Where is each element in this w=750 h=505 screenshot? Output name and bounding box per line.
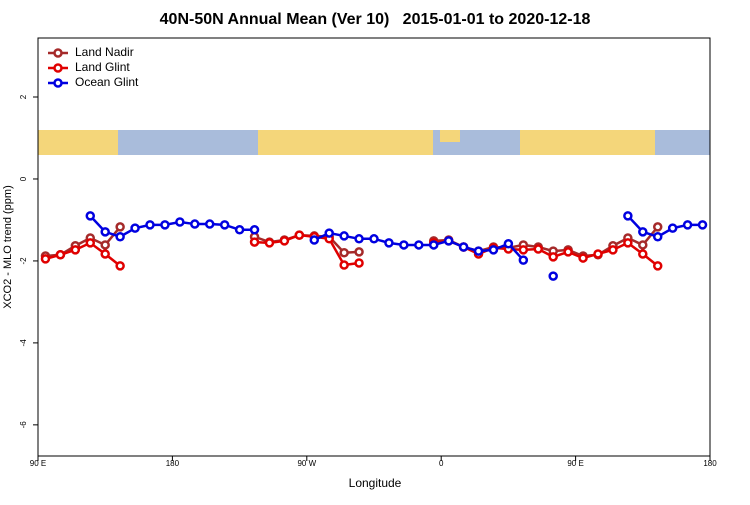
data-point xyxy=(354,247,364,257)
data-point xyxy=(100,240,110,250)
legend-label: Land Nadir xyxy=(75,45,134,59)
data-point xyxy=(458,242,469,252)
data-point xyxy=(414,240,424,250)
data-point xyxy=(384,238,394,248)
data-point xyxy=(219,220,230,230)
data-point xyxy=(697,220,708,230)
data-point xyxy=(40,254,51,264)
data-point xyxy=(100,227,110,237)
data-point xyxy=(503,238,514,249)
x-tick-label: 90 W xyxy=(297,459,316,468)
x-tick-label: 180 xyxy=(703,459,717,468)
data-point xyxy=(623,238,633,248)
data-point xyxy=(608,245,618,255)
x-tick-label: 0 xyxy=(439,459,444,468)
legend-label: Land Glint xyxy=(75,60,130,74)
data-point xyxy=(548,252,558,262)
plot-frame xyxy=(37,37,711,457)
data-point xyxy=(55,250,66,260)
legend-marker xyxy=(53,78,63,88)
data-point xyxy=(443,236,454,246)
data-point xyxy=(563,247,573,257)
data-point xyxy=(339,260,349,270)
y-tick-label: -2 xyxy=(19,257,28,265)
y-tick-label: -4 xyxy=(19,339,28,347)
map-band xyxy=(30,130,710,155)
data-point xyxy=(548,271,558,281)
data-point xyxy=(249,237,260,247)
data-point xyxy=(533,244,544,254)
data-point xyxy=(593,249,603,259)
data-point xyxy=(638,227,648,237)
data-point xyxy=(85,238,96,248)
data-point xyxy=(204,219,215,229)
data-point xyxy=(70,245,81,255)
data-point xyxy=(638,249,648,259)
y-axis-label: XCO2 - MLO trend (ppm) xyxy=(2,185,14,308)
data-point xyxy=(85,211,96,221)
data-point xyxy=(309,235,320,245)
data-point xyxy=(369,234,379,244)
data-point xyxy=(652,261,663,271)
data-point xyxy=(667,223,678,233)
legend-label: Ocean Glint xyxy=(75,75,139,89)
data-point xyxy=(264,238,275,248)
data-point xyxy=(578,253,588,263)
y-tick-label: 2 xyxy=(19,94,28,99)
data-point xyxy=(428,240,439,250)
data-point xyxy=(623,211,633,221)
data-point xyxy=(234,225,245,235)
data-point xyxy=(175,217,185,227)
data-point xyxy=(518,255,529,265)
data-point xyxy=(324,228,334,238)
data-point xyxy=(518,245,529,255)
data-point xyxy=(339,231,349,241)
legend-marker xyxy=(53,63,63,73)
data-point xyxy=(279,236,290,246)
data-point xyxy=(115,222,125,232)
y-tick-label: 0 xyxy=(19,176,28,181)
data-point xyxy=(160,220,170,230)
data-point xyxy=(130,223,140,233)
chart-title: 40N-50N Annual Mean (Ver 10) 2015-01-01 … xyxy=(160,11,591,28)
data-point xyxy=(339,247,349,258)
data-point xyxy=(638,240,648,250)
data-point xyxy=(354,234,364,244)
data-point xyxy=(354,258,364,268)
y-tick-label: -6 xyxy=(19,421,28,429)
data-point xyxy=(682,220,693,230)
data-point xyxy=(399,240,409,250)
x-tick-label: 90 E xyxy=(567,459,583,468)
data-point xyxy=(190,219,200,229)
data-point xyxy=(249,225,260,235)
data-point xyxy=(652,222,663,232)
data-point xyxy=(115,232,125,242)
x-tick-label: 180 xyxy=(166,459,180,468)
x-axis-label: Longitude xyxy=(349,476,402,490)
legend-marker xyxy=(53,48,63,58)
data-point xyxy=(100,249,110,259)
data-point xyxy=(115,261,125,271)
data-point xyxy=(294,230,305,240)
data-point xyxy=(473,246,484,256)
x-tick-label: 90 E xyxy=(30,459,46,468)
data-point xyxy=(145,220,155,230)
data-point xyxy=(652,232,663,242)
data-point xyxy=(488,245,499,255)
